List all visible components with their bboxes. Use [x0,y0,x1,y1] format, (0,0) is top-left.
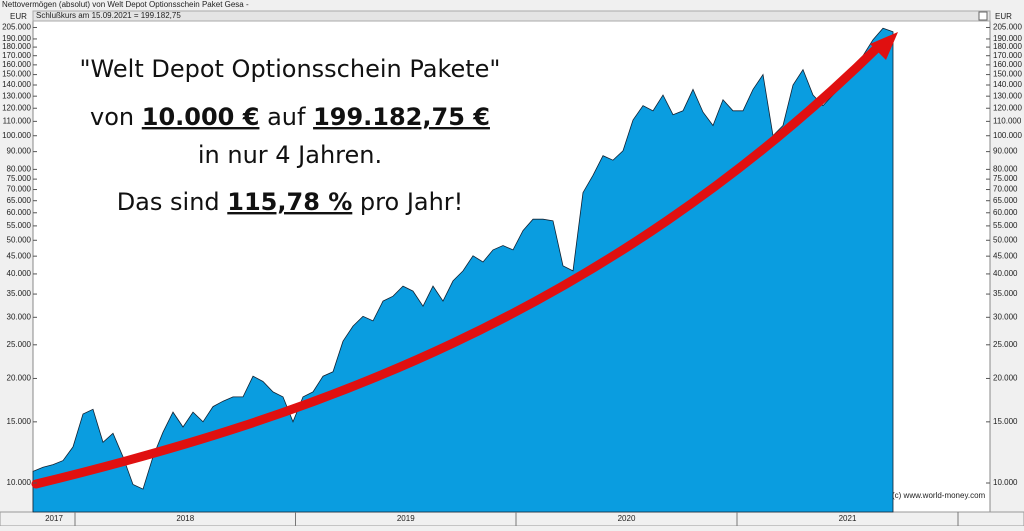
y-label-right: EUR [995,12,1012,21]
y-tick-label-right: 180.000 [993,42,1022,51]
y-tick-label: 160.000 [2,60,31,69]
y-tick-label: 40.000 [7,269,32,278]
y-tick-label: 10.000 [7,478,32,487]
y-tick-label-right: 60.000 [993,208,1018,217]
y-tick-label-right: 15.000 [993,417,1018,426]
area [32,27,894,513]
y-tick-label: 120.000 [2,103,31,112]
y-tick-label-right: 90.000 [993,147,1018,156]
x-axis-bar [0,511,1024,527]
chart-title: Nettovermögen (absolut) von Welt Depot O… [2,0,249,9]
y-tick-label-right: 55.000 [993,221,1018,230]
y-tick-label-right: 10.000 [993,478,1018,487]
y-tick-label: 35.000 [7,289,32,298]
y-tick-label: 55.000 [7,221,32,230]
close-box[interactable] [978,11,988,21]
y-tick-label-right: 120.000 [993,103,1022,112]
y-tick-label-right: 25.000 [993,340,1018,349]
y-tick-label-right: 75.000 [993,174,1018,183]
y-tick-label-right: 70.000 [993,185,1018,194]
annotation: in nur 4 Jahren. [198,141,382,169]
y-tick-label-right: 35.000 [993,289,1018,298]
annotation-segment: 199.182,75 € [313,103,490,131]
y-tick-label: 205.000 [2,23,31,32]
annotation-segment: Das sind [117,188,228,216]
annotation-segment: in nur 4 Jahren. [198,141,382,169]
y-tick-label-right: 30.000 [993,312,1018,321]
y-tick-label: 20.000 [7,374,32,383]
y-tick-label-right: 45.000 [993,251,1018,260]
x-tick-label: 2018 [176,514,194,523]
x-tick-label: 2017 [45,514,63,523]
y-tick-label: 80.000 [7,164,32,173]
y-tick-label-right: 170.000 [993,51,1022,60]
y-tick-label: 15.000 [7,417,32,426]
annotation-segment: von [90,103,142,131]
y-tick-label: 30.000 [7,312,32,321]
y-tick-label-right: 65.000 [993,196,1018,205]
annotation-segment: 115,78 % [227,188,352,216]
chart-subtitle: Schlußkurs am 15.09.2021 = 199.182,75 [36,11,181,20]
annotation: von 10.000 € auf 199.182,75 € [90,103,490,131]
y-tick-label-right: 110.000 [993,116,1022,125]
y-tick-label-right: 205.000 [993,23,1022,32]
annotation: Das sind 115,78 % pro Jahr! [117,188,464,216]
y-tick-label-right: 80.000 [993,164,1018,173]
annotation: "Welt Depot Optionsschein Pakete" [80,55,501,83]
y-tick-label: 25.000 [7,340,32,349]
annotation-segment: pro Jahr! [352,188,463,216]
y-tick-label: 90.000 [7,147,32,156]
copyright: (c) www.world-money.com [892,491,986,500]
y-tick-label: 190.000 [2,34,31,43]
x-tick-label: 2021 [839,514,857,523]
annotation-segment: "Welt Depot Optionsschein Pakete" [80,55,501,83]
y-tick-label-right: 130.000 [993,91,1022,100]
arrow-head [870,32,898,60]
y-tick-label-right: 100.000 [993,131,1022,140]
x-tick-label: 2019 [397,514,415,523]
y-tick-label-right: 140.000 [993,80,1022,89]
y-tick-label: 45.000 [7,251,32,260]
y-tick-label: 100.000 [2,131,31,140]
y-tick-label: 180.000 [2,42,31,51]
y-tick-label: 60.000 [7,208,32,217]
y-tick-label: 65.000 [7,196,32,205]
y-tick-label-right: 40.000 [993,269,1018,278]
y-tick-label: 50.000 [7,235,32,244]
y-label-left: EUR [10,12,27,21]
y-tick-label-right: 160.000 [993,60,1022,69]
plot [32,27,894,513]
y-tick-label: 170.000 [2,51,31,60]
annotation-segment: 10.000 € [142,103,260,131]
info-bar [32,10,991,22]
annotation-segment: auf [259,103,313,131]
y-tick-label-right: 20.000 [993,374,1018,383]
y-tick-label-right: 190.000 [993,34,1022,43]
y-tick-label: 75.000 [7,174,32,183]
y-tick-label: 70.000 [7,185,32,194]
y-tick-label-right: 50.000 [993,235,1018,244]
y-tick-label-right: 150.000 [993,70,1022,79]
x-tick-label: 2020 [618,514,636,523]
y-tick-label: 130.000 [2,91,31,100]
y-tick-label: 150.000 [2,70,31,79]
y-tick-label: 140.000 [2,80,31,89]
trend-arrow [31,40,885,489]
y-tick-label: 110.000 [3,116,32,125]
